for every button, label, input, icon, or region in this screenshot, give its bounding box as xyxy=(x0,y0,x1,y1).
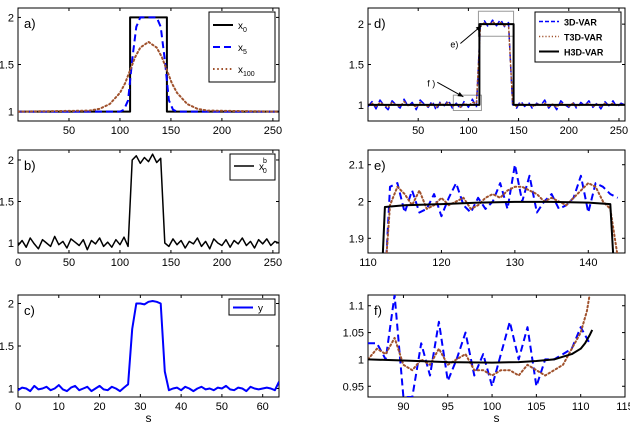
x-tick-label-e: 120 xyxy=(432,257,450,269)
x-tick-label-a: 200 xyxy=(213,125,231,137)
y-tick-label-b: 1.5 xyxy=(0,197,14,209)
y-tick-label-d: 1.5 xyxy=(349,60,364,72)
series-c-y xyxy=(18,300,279,393)
legend-d: 3D-VAR T3D-VAR H3D-VAR xyxy=(534,11,622,63)
y-tick-label-b: 2 xyxy=(8,155,14,167)
y-tick-label-b: 1 xyxy=(8,238,14,250)
legend-c: y xyxy=(228,298,276,316)
x-tick-label-f: 110 xyxy=(572,401,590,413)
x-tick-label-b: 0 xyxy=(15,257,21,269)
y-tick-label-a: 2 xyxy=(8,12,14,24)
panel-c: 0 10 20 30 40 50 60 1 1.5 2 c) s y xyxy=(0,294,280,425)
legend-label-a: x0 xyxy=(238,21,247,34)
panel-label-f: f) xyxy=(374,303,382,318)
x-tick-label-d: 150 xyxy=(509,125,527,137)
x-tick-label-b: 150 xyxy=(162,257,180,269)
x-tick-label-c: 30 xyxy=(134,401,146,413)
legend-label-b: xb 0 xyxy=(259,158,267,175)
x-tick-label-d: 250 xyxy=(610,125,628,137)
x-tick-label-f: 90 xyxy=(397,401,409,413)
y-tick-label-e: 2.1 xyxy=(349,160,364,172)
y-tick-label-d: 1 xyxy=(358,100,364,112)
x-tick-label-c: 0 xyxy=(15,401,21,413)
legend-label-d: 3D-VAR xyxy=(564,18,597,28)
y-tick-label-f: 1.05 xyxy=(343,328,364,340)
legend-label-d: T3D-VAR xyxy=(564,33,603,43)
series-b-x0b xyxy=(18,153,279,251)
x-tick-label-c: 10 xyxy=(53,401,65,413)
x-tick-label-d: 200 xyxy=(560,125,578,137)
y-tick-label-f: 1.1 xyxy=(349,301,364,313)
y-tick-label-e: 2 xyxy=(358,197,364,209)
x-tick-label-d: 100 xyxy=(459,125,477,137)
x-tick-label-a: 150 xyxy=(162,125,180,137)
legend-label-c: y xyxy=(258,304,263,315)
series-f-H3D-VAR xyxy=(368,329,594,364)
y-tick-label-d: 2 xyxy=(358,19,364,31)
x-tick-label-b: 250 xyxy=(264,257,282,269)
series-e-T3D-VAR xyxy=(385,182,619,253)
x-tick-label-f: 100 xyxy=(483,401,501,413)
x-tick-label-f: 115 xyxy=(616,401,630,413)
y-tick-label-a: 1 xyxy=(8,107,14,119)
annotation-label-0: e) xyxy=(450,40,458,50)
x-tick-label-b: 50 xyxy=(63,257,75,269)
x-tick-label-a: 100 xyxy=(111,125,129,137)
series-d-3D-VAR xyxy=(368,18,625,112)
series-e-H3D-VAR xyxy=(381,200,615,253)
axes-box-f xyxy=(367,294,626,398)
x-tick-label-e: 140 xyxy=(579,257,597,269)
panel-label-b: b) xyxy=(24,158,36,173)
panel-b: 0 50 100 150 200 250 1 1.5 2 b) xb 0 xyxy=(0,149,282,269)
y-tick-label-a: 1.5 xyxy=(0,60,14,72)
x-axis-label-f: s xyxy=(494,411,500,425)
x-tick-label-f: 95 xyxy=(442,401,454,413)
zoom-box-1 xyxy=(452,94,482,112)
x-tick-label-c: 50 xyxy=(216,401,228,413)
panel-label-c: c) xyxy=(24,303,35,318)
annotation-label-1: f ) xyxy=(427,78,435,88)
y-tick-label-c: 1.5 xyxy=(0,341,14,353)
y-tick-label-c: 1 xyxy=(8,384,14,396)
x-tick-label-d: 50 xyxy=(412,125,424,137)
x-tick-label-f: 105 xyxy=(527,401,545,413)
panel-label-a: a) xyxy=(24,16,36,31)
y-tick-label-f: 0.95 xyxy=(343,381,364,393)
panel-label-e: e) xyxy=(374,158,386,173)
x-tick-label-b: 100 xyxy=(111,257,129,269)
series-f-T3D-VAR xyxy=(368,295,591,377)
x-tick-label-a: 50 xyxy=(63,125,75,137)
x-tick-label-c: 40 xyxy=(175,401,187,413)
x-tick-label-c: 20 xyxy=(93,401,105,413)
x-tick-label-e: 110 xyxy=(359,257,377,269)
x-axis-label-c: s xyxy=(146,411,152,425)
series-f-3D-VAR xyxy=(368,295,591,397)
panel-label-d: d) xyxy=(374,16,386,31)
series-a-x5 xyxy=(18,16,279,113)
legend-b: xb 0 xyxy=(229,153,276,181)
x-tick-label-c: 60 xyxy=(257,401,269,413)
y-tick-label-f: 1 xyxy=(358,354,364,366)
x-tick-label-e: 130 xyxy=(506,257,524,269)
x-tick-label-a: 250 xyxy=(264,125,282,137)
panel-e: 110 120 130 140 1.9 2 2.1 e) xyxy=(349,149,626,269)
series-d-H3D-VAR xyxy=(368,23,625,106)
y-tick-label-c: 2 xyxy=(8,299,14,311)
legend-label-d: H3D-VAR xyxy=(564,48,604,58)
series-e-3D-VAR xyxy=(385,163,619,253)
y-tick-label-e: 1.9 xyxy=(349,233,364,245)
legend-label-a: x5 xyxy=(238,43,247,56)
panel-f: 90 95 100 105 110 115 0.95 1 1.05 1.1 f) s xyxy=(343,294,630,425)
x-tick-label-b: 200 xyxy=(213,257,231,269)
series-a-x100 xyxy=(18,40,279,113)
panel-d: 50 100 150 200 250 1 1.5 2 e) f ) d) 3D-VAR T3D-VAR H… xyxy=(349,7,628,137)
